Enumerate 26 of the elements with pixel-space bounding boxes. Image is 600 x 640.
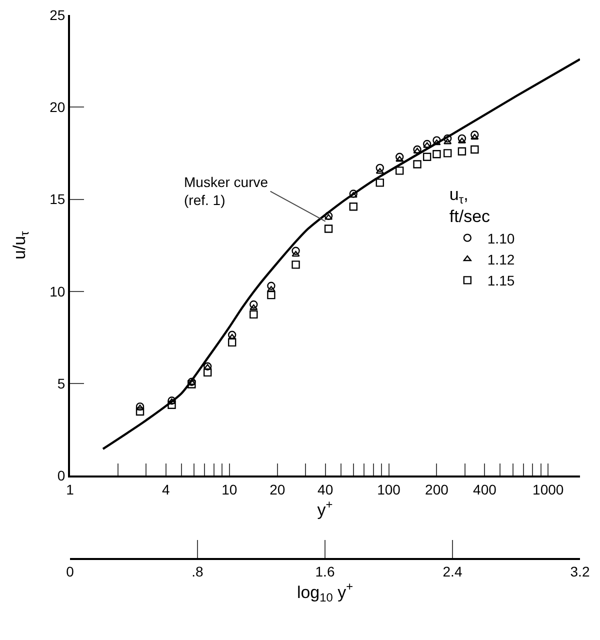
- x-tick-label: 40: [318, 481, 334, 498]
- x-tick-label: 20: [270, 481, 286, 498]
- y-tick-label: 10: [50, 283, 66, 300]
- y-tick-label: 0: [57, 468, 66, 484]
- x-tick-label: 100: [377, 481, 401, 498]
- x2-tick-label: 3.2: [570, 564, 590, 580]
- legend-label: 1.10: [487, 230, 515, 246]
- y-tick-label: 25: [50, 6, 66, 23]
- x2-axis-title: log$_{10}$ y$^{+}$: [296, 580, 354, 604]
- x-tick-label: 200: [425, 481, 449, 498]
- x2-tick-label: .8: [192, 564, 204, 580]
- y-tick-label: 5: [57, 375, 66, 392]
- legend-title: u$_{τ}$, ft/sec: [449, 185, 491, 226]
- legend-label: 1.12: [487, 251, 515, 268]
- x2-tick-label: 2.4: [442, 564, 462, 580]
- x-axis-title: y$^{+}$: [317, 497, 333, 520]
- y-tick-label: 15: [50, 191, 66, 208]
- x2-tick-label: 1.6: [315, 564, 335, 580]
- legend-label: 1.15: [487, 272, 515, 289]
- annotation: Musker curve (ref. 1): [184, 174, 268, 208]
- x-tick-label: 1: [66, 481, 74, 498]
- x-tick-label: 400: [473, 481, 497, 498]
- x-tick-label: 1000: [532, 481, 564, 498]
- y-tick-label: 20: [50, 99, 66, 116]
- x-tick-label: 10: [222, 481, 238, 498]
- x-tick-label: 4: [162, 481, 170, 498]
